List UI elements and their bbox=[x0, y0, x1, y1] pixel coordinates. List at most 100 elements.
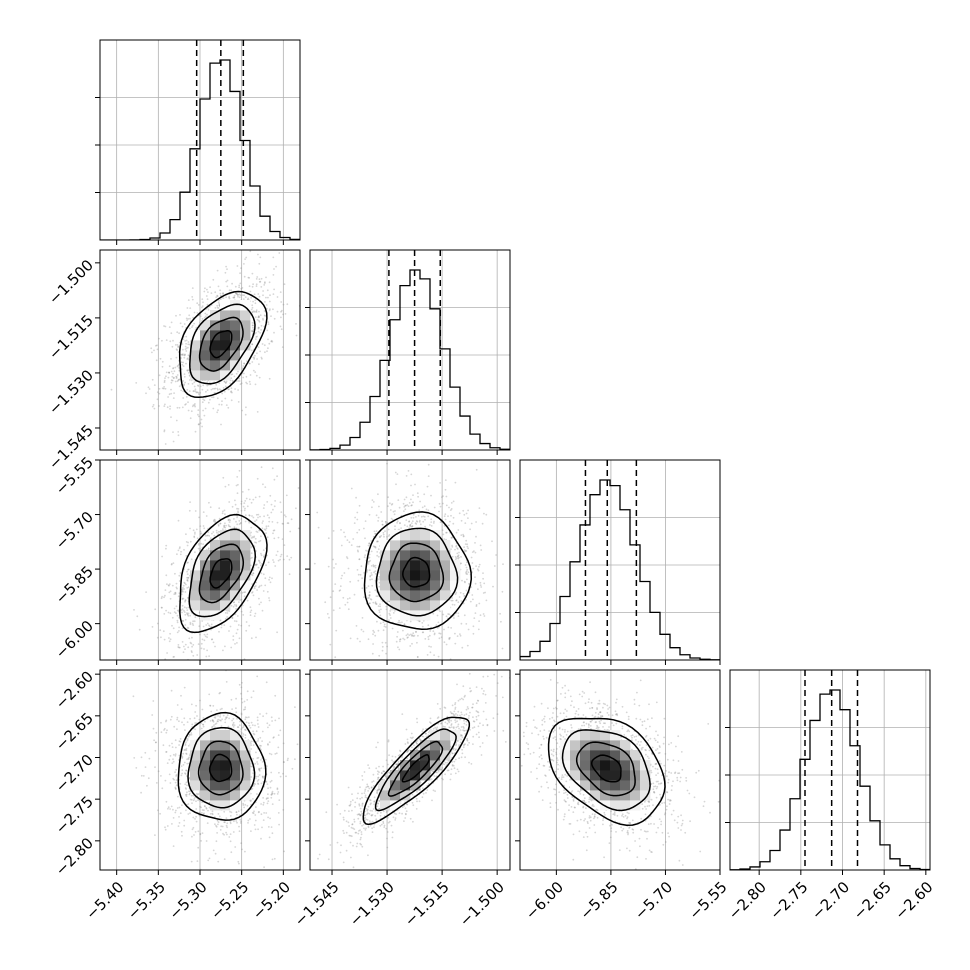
scatter-point bbox=[268, 576, 271, 579]
scatter-point bbox=[185, 607, 188, 609]
scatter-point bbox=[175, 356, 178, 359]
scatter-point bbox=[255, 374, 258, 377]
scatter-point bbox=[243, 263, 245, 265]
scatter-point bbox=[272, 561, 275, 563]
scatter-point bbox=[432, 522, 435, 524]
scatter-point bbox=[500, 620, 502, 623]
scatter-point bbox=[282, 558, 285, 561]
density-cell bbox=[220, 600, 231, 611]
scatter-point bbox=[380, 535, 383, 537]
density-cell bbox=[420, 530, 431, 541]
scatter-point bbox=[233, 601, 235, 604]
scatter-point bbox=[177, 646, 180, 648]
scatter-point bbox=[388, 600, 390, 603]
scatter-point bbox=[245, 360, 248, 362]
scatter-point bbox=[170, 370, 173, 373]
density-cell bbox=[210, 550, 221, 561]
scatter-point bbox=[195, 800, 197, 803]
scatter-point bbox=[210, 623, 213, 626]
scatter-point bbox=[388, 612, 391, 615]
scatter-point bbox=[181, 627, 184, 630]
scatter-point bbox=[161, 339, 163, 342]
scatter-point bbox=[216, 819, 219, 822]
scatter-point bbox=[177, 379, 180, 382]
scatter-point bbox=[187, 358, 190, 361]
scatter-point bbox=[176, 614, 179, 617]
scatter-point bbox=[178, 547, 181, 550]
density-cell bbox=[230, 340, 241, 351]
scatter-point bbox=[371, 506, 373, 509]
scatter-point bbox=[372, 565, 375, 568]
scatter-point bbox=[236, 293, 238, 295]
scatter-point bbox=[421, 506, 424, 509]
scatter-point bbox=[280, 310, 282, 313]
scatter-point bbox=[168, 584, 170, 587]
scatter-point bbox=[333, 567, 335, 569]
scatter-point bbox=[193, 536, 196, 539]
scatter-point bbox=[445, 531, 447, 534]
scatter-point bbox=[238, 296, 241, 299]
scatter-point bbox=[218, 403, 221, 406]
scatter-point bbox=[255, 285, 258, 287]
scatter-point bbox=[183, 375, 186, 378]
scatter-point bbox=[199, 525, 202, 527]
scatter-point bbox=[214, 387, 217, 390]
scatter-point bbox=[367, 638, 370, 641]
scatter-point bbox=[248, 277, 251, 279]
scatter-point bbox=[172, 367, 175, 369]
density-cell bbox=[230, 550, 241, 561]
scatter-point bbox=[418, 620, 421, 623]
scatter-point bbox=[371, 499, 374, 501]
scatter-point bbox=[194, 722, 197, 724]
scatter-point bbox=[241, 604, 244, 607]
scatter-point bbox=[344, 603, 347, 606]
density-cell bbox=[380, 570, 391, 581]
scatter-point bbox=[258, 586, 260, 589]
scatter-point bbox=[256, 411, 259, 413]
scatter-point bbox=[175, 768, 178, 771]
scatter-point bbox=[187, 744, 190, 747]
scatter-point bbox=[371, 574, 373, 576]
scatter-point bbox=[226, 610, 229, 612]
scatter-point bbox=[376, 540, 378, 543]
scatter-point bbox=[206, 384, 209, 387]
scatter-point bbox=[259, 280, 262, 283]
scatter-point bbox=[247, 488, 250, 491]
scatter-point bbox=[254, 338, 257, 340]
scatter-point bbox=[196, 537, 199, 540]
scatter-point bbox=[374, 589, 377, 592]
panel-frame bbox=[99, 459, 301, 661]
scatter-point bbox=[480, 549, 483, 551]
scatter-point bbox=[230, 289, 233, 292]
scatter-point bbox=[384, 641, 387, 644]
scatter-point bbox=[278, 717, 280, 720]
scatter-point bbox=[411, 634, 414, 636]
scatter-point bbox=[458, 551, 460, 554]
scatter-point bbox=[174, 591, 177, 594]
scatter-point bbox=[466, 644, 469, 647]
scatter-point bbox=[193, 390, 196, 392]
scatter-point bbox=[258, 319, 260, 322]
scatter-point bbox=[267, 561, 270, 564]
scatter-point bbox=[477, 569, 480, 572]
scatter-point bbox=[203, 648, 205, 650]
scatter-point bbox=[231, 505, 234, 508]
scatter-point bbox=[231, 373, 234, 376]
scatter-point bbox=[374, 573, 377, 575]
scatter-point bbox=[276, 310, 279, 313]
scatter-point bbox=[194, 533, 196, 535]
scatter-point bbox=[369, 602, 371, 605]
scatter-point bbox=[393, 513, 396, 516]
scatter-point bbox=[254, 563, 257, 566]
scatter-point bbox=[209, 381, 211, 384]
scatter-point bbox=[411, 642, 413, 645]
scatter-point bbox=[186, 613, 189, 615]
scatter-point bbox=[252, 324, 254, 327]
scatter-point bbox=[251, 272, 254, 275]
scatter-point bbox=[464, 549, 467, 552]
scatter-point bbox=[378, 609, 381, 612]
scatter-point bbox=[456, 635, 459, 637]
scatter-point bbox=[386, 536, 388, 538]
scatter-point bbox=[190, 558, 193, 561]
scatter-point bbox=[443, 515, 446, 518]
